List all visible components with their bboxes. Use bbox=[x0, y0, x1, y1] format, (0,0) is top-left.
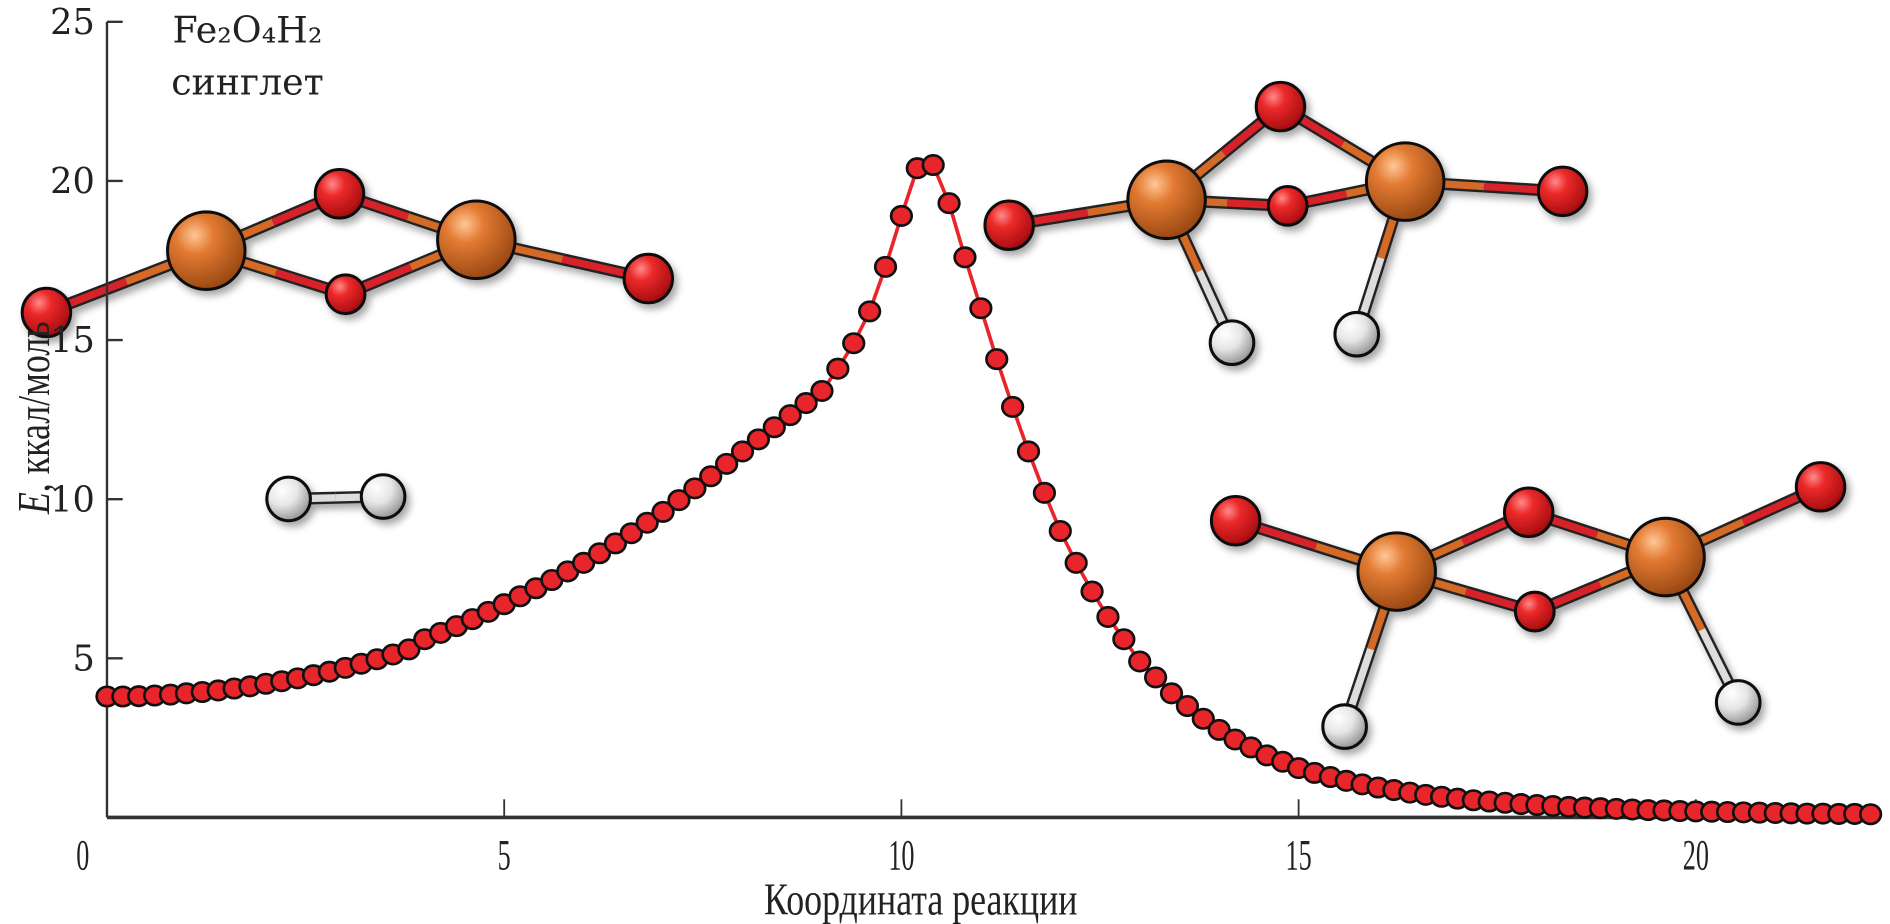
data-series bbox=[95, 153, 1883, 826]
oxygen-atom bbox=[1209, 495, 1262, 547]
data-point bbox=[635, 511, 659, 534]
hydrogen-atom bbox=[1321, 703, 1368, 750]
data-point bbox=[587, 542, 612, 565]
oxygen-atom bbox=[983, 199, 1035, 251]
oxygen-atom bbox=[1794, 461, 1847, 513]
data-point bbox=[810, 379, 834, 402]
x-axis-label: Координата реакции bbox=[764, 873, 1077, 924]
oxygen-atom bbox=[313, 168, 366, 220]
data-point bbox=[937, 192, 961, 215]
data-point bbox=[1064, 551, 1088, 574]
data-point bbox=[730, 440, 755, 463]
y-tick-label: 15 bbox=[50, 320, 95, 361]
reactant-h2-molecule bbox=[265, 473, 407, 523]
y-tick-label: 20 bbox=[50, 161, 95, 202]
oxygen-atom bbox=[1513, 590, 1556, 633]
data-point bbox=[1858, 803, 1883, 826]
oxygen-atom bbox=[1254, 80, 1307, 133]
data-point bbox=[1048, 519, 1072, 543]
data-point bbox=[969, 297, 993, 320]
molecule-structures bbox=[20, 80, 1847, 750]
data-point bbox=[778, 404, 802, 427]
data-point bbox=[1112, 628, 1136, 651]
data-point bbox=[762, 416, 786, 439]
hydrogen-atom bbox=[1714, 679, 1762, 726]
y-tick-label: 25 bbox=[50, 2, 95, 43]
iron-atom bbox=[1356, 531, 1437, 612]
data-point bbox=[603, 532, 628, 555]
iron-atom bbox=[1364, 141, 1446, 222]
data-point bbox=[1032, 481, 1057, 504]
data-point bbox=[1143, 666, 1168, 689]
hydrogen-atom bbox=[1208, 319, 1256, 367]
data-point bbox=[826, 357, 850, 380]
x-tick-label: 0 bbox=[76, 831, 89, 880]
y-axis-label-unit: , ккал/моль bbox=[8, 321, 59, 492]
data-point bbox=[683, 477, 707, 500]
data-point bbox=[921, 153, 945, 177]
data-point bbox=[873, 255, 898, 278]
data-point bbox=[953, 246, 977, 269]
hydrogen-atom bbox=[265, 475, 312, 523]
x-tick-label: 20 bbox=[1683, 831, 1709, 880]
data-point bbox=[858, 300, 882, 323]
y-axis-label-symbol: E bbox=[8, 492, 59, 515]
data-point bbox=[985, 348, 1009, 371]
data-point bbox=[651, 500, 675, 523]
data-point bbox=[1080, 580, 1104, 603]
transition-state-molecule bbox=[983, 80, 1589, 367]
iron-atom bbox=[1126, 159, 1207, 241]
data-point bbox=[1016, 440, 1041, 463]
data-point bbox=[794, 392, 818, 415]
oxygen-atom bbox=[622, 252, 675, 305]
hydrogen-atom bbox=[359, 473, 407, 520]
data-point bbox=[715, 452, 739, 475]
y-axis-label: E, ккал/моль bbox=[8, 321, 59, 515]
x-tick-label: 10 bbox=[888, 831, 914, 880]
ticks: 5 10 15 20 25 0 5 10 15 20 bbox=[50, 2, 1709, 879]
iron-atom bbox=[166, 210, 247, 291]
x-tick-label: 5 bbox=[498, 831, 511, 880]
axes bbox=[105, 21, 1872, 820]
x-tick-label: 15 bbox=[1286, 831, 1312, 880]
data-point bbox=[699, 465, 723, 488]
product-molecule bbox=[1209, 461, 1847, 750]
data-point bbox=[397, 638, 421, 661]
y-tick-label: 10 bbox=[50, 479, 95, 520]
chart-title: Fe₂O₄H₂ bbox=[173, 8, 323, 51]
oxygen-atom bbox=[1536, 165, 1589, 218]
iron-atom bbox=[436, 199, 517, 281]
oxygen-atom bbox=[1502, 486, 1555, 538]
oxygen-atom bbox=[1266, 184, 1309, 227]
chart-subtitle: синглет bbox=[171, 60, 323, 103]
data-point bbox=[1191, 707, 1215, 730]
data-point bbox=[1159, 682, 1184, 705]
hydrogen-atom bbox=[1333, 310, 1381, 358]
iron-atom bbox=[1625, 516, 1706, 598]
y-tick-label: 5 bbox=[73, 638, 95, 679]
reactant-fe2o4-molecule bbox=[20, 168, 675, 339]
data-point bbox=[1175, 695, 1200, 718]
oxygen-atom bbox=[20, 286, 73, 339]
data-point bbox=[1096, 605, 1120, 628]
data-point bbox=[889, 204, 914, 227]
data-point bbox=[1128, 650, 1152, 673]
data-point bbox=[619, 522, 643, 545]
data-point bbox=[1000, 395, 1025, 418]
data-point bbox=[842, 332, 866, 355]
data-point bbox=[746, 428, 771, 451]
oxygen-atom bbox=[324, 273, 367, 316]
data-point bbox=[667, 489, 691, 512]
